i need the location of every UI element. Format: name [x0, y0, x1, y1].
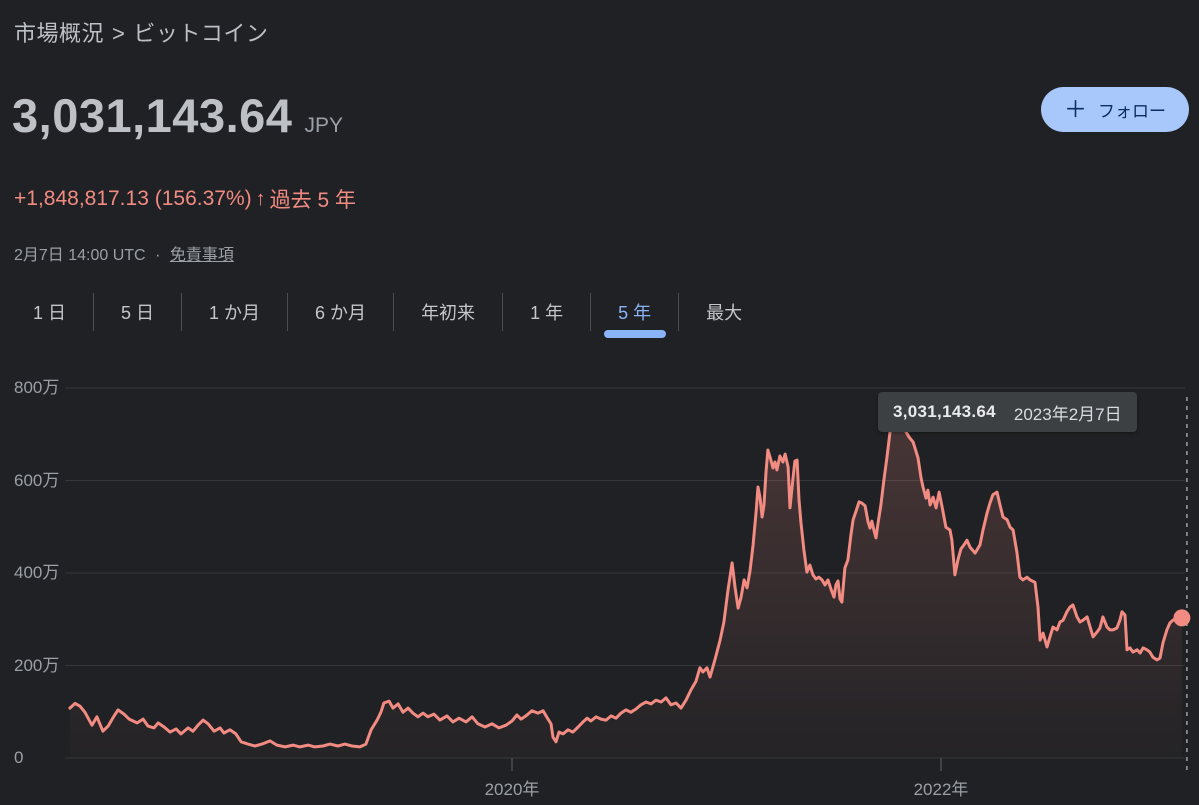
quote-timestamp: 2月7日 14:00 UTC: [14, 247, 146, 264]
price-area-fill: [69, 401, 1182, 758]
tooltip-date: 2023年2月7日: [1013, 404, 1122, 424]
tab-5y[interactable]: 5 年: [591, 291, 678, 333]
chart-tooltip: 3,031,143.64 2023年2月7日: [878, 392, 1137, 432]
last-price-dot: [1173, 609, 1191, 627]
follow-button-label: フォロー: [1098, 102, 1166, 121]
change-period-label: 過去 5 年: [269, 189, 356, 212]
time-range-tabs: 1 日 5 日 1 か月 6 か月 年初来 1 年 5 年 最大: [6, 291, 769, 333]
price-chart[interactable]: 3,031,143.64 2023年2月7日 0 200万 400万 600万 800万…: [0, 375, 1199, 805]
chart-canvas[interactable]: [0, 375, 1199, 805]
breadcrumb: 市場概況 > ビットコイン: [14, 16, 268, 48]
arrow-up-icon: ↑: [255, 187, 266, 210]
tab-divider: [502, 293, 504, 331]
price-row: 3,031,143.64 JPY: [12, 88, 343, 143]
dot-separator: ·: [155, 247, 161, 264]
y-axis-label: 200万: [14, 655, 60, 675]
follow-button[interactable]: ＋ フォロー: [1041, 87, 1189, 132]
tab-6m[interactable]: 6 か月: [315, 303, 367, 323]
price-currency: JPY: [304, 114, 343, 137]
y-axis-label: 800万: [14, 378, 60, 397]
tab-1y[interactable]: 1 年: [530, 303, 564, 323]
x-axis-label: 2022年: [913, 780, 969, 799]
tab-1m[interactable]: 1 か月: [209, 303, 261, 323]
tab-divider: [393, 293, 395, 331]
price-line: [68, 400, 1184, 749]
price-value: 3,031,143.64: [12, 89, 293, 142]
tab-divider: [678, 293, 680, 331]
tab-divider: [287, 293, 289, 331]
y-axis-label: 0: [14, 748, 24, 767]
plus-icon: ＋: [1064, 96, 1087, 122]
breadcrumb-separator: >: [112, 21, 126, 46]
y-axis-label: 400万: [14, 563, 60, 582]
tab-5d[interactable]: 5 日: [121, 303, 155, 323]
tab-divider: [93, 293, 95, 331]
price-change: +1,848,817.13 (156.37%) ↑ 過去 5 年: [14, 184, 356, 214]
tab-1d[interactable]: 1 日: [33, 303, 67, 323]
tooltip-value: 3,031,143.64: [893, 402, 996, 421]
x-axis-label: 2020年: [484, 780, 540, 799]
breadcrumb-parent[interactable]: 市場概況: [14, 21, 105, 46]
breadcrumb-current: ビットコイン: [133, 21, 269, 46]
y-axis-label: 600万: [14, 470, 60, 490]
change-amount: +1,848,817.13 (156.37%): [14, 187, 252, 210]
tab-ytd[interactable]: 年初来: [421, 303, 476, 323]
disclaimer-link[interactable]: 免責事項: [169, 247, 234, 264]
tab-divider: [181, 293, 183, 331]
tab-max[interactable]: 最大: [706, 303, 743, 323]
quote-meta: 2月7日 14:00 UTC · 免責事項: [14, 241, 234, 265]
